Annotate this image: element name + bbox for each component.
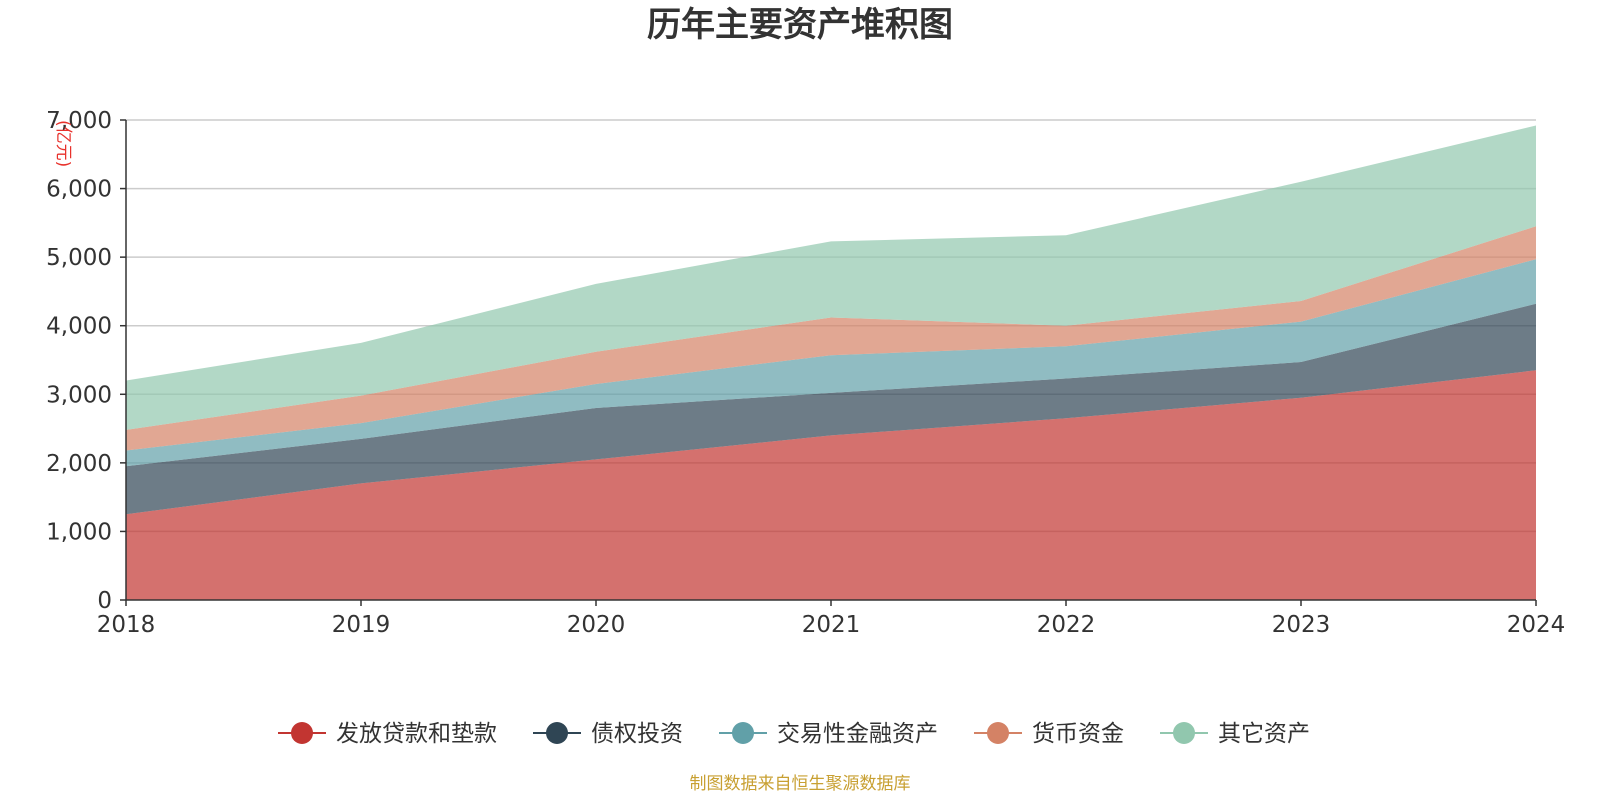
x-tick-label: 2022	[1037, 612, 1096, 638]
x-tick-label: 2023	[1272, 612, 1331, 638]
area-series-5	[126, 125, 1536, 430]
legend: 发放贷款和垫款 债权投资 交易性金融资产 货币资金 其它资产	[278, 721, 1310, 747]
y-tick-label: 0	[97, 588, 112, 614]
legend-marker	[546, 722, 568, 744]
y-axis-unit-label: (亿元)	[53, 120, 73, 167]
area-series-4	[126, 226, 1536, 451]
legend-item-3: 交易性金融资产	[719, 721, 938, 747]
legend-label: 交易性金融资产	[777, 721, 938, 747]
y-tick-label: 1,000	[46, 519, 112, 545]
axes: 0 1,000 2,000 3,000 4,000 5,000 6,000 7,000 2018…	[46, 108, 1565, 638]
legend-item-4: 货币资金	[974, 721, 1124, 747]
legend-marker	[987, 722, 1009, 744]
x-tick-label: 2021	[802, 612, 861, 638]
stacked-areas	[126, 125, 1536, 600]
legend-label: 发放贷款和垫款	[336, 721, 497, 747]
area-series-3	[126, 259, 1536, 467]
area-series-1	[126, 370, 1536, 600]
legend-marker	[1173, 722, 1195, 744]
legend-label: 其它资产	[1218, 721, 1310, 747]
chart-title: 历年主要资产堆积图	[647, 5, 953, 45]
y-tick-label: 6,000	[46, 177, 112, 203]
legend-item-5: 其它资产	[1160, 721, 1310, 747]
y-tick-label: 3,000	[46, 382, 112, 408]
y-tick-label: 7,000	[46, 108, 112, 134]
area-series-2	[126, 303, 1536, 515]
source-note: 制图数据来自恒生聚源数据库	[690, 774, 911, 794]
x-tick-label: 2018	[97, 612, 156, 638]
y-tick-label: 4,000	[46, 314, 112, 340]
legend-label: 货币资金	[1032, 721, 1124, 747]
y-tick-label: 2,000	[46, 451, 112, 477]
x-tick-label: 2019	[332, 612, 391, 638]
legend-label: 债权投资	[591, 721, 683, 747]
legend-item-1: 发放贷款和垫款	[278, 721, 497, 747]
x-tick-label: 2024	[1507, 612, 1566, 638]
legend-marker	[732, 722, 754, 744]
legend-marker	[291, 722, 313, 744]
y-tick-label: 5,000	[46, 245, 112, 271]
legend-item-2: 债权投资	[533, 721, 683, 747]
x-tick-label: 2020	[567, 612, 626, 638]
